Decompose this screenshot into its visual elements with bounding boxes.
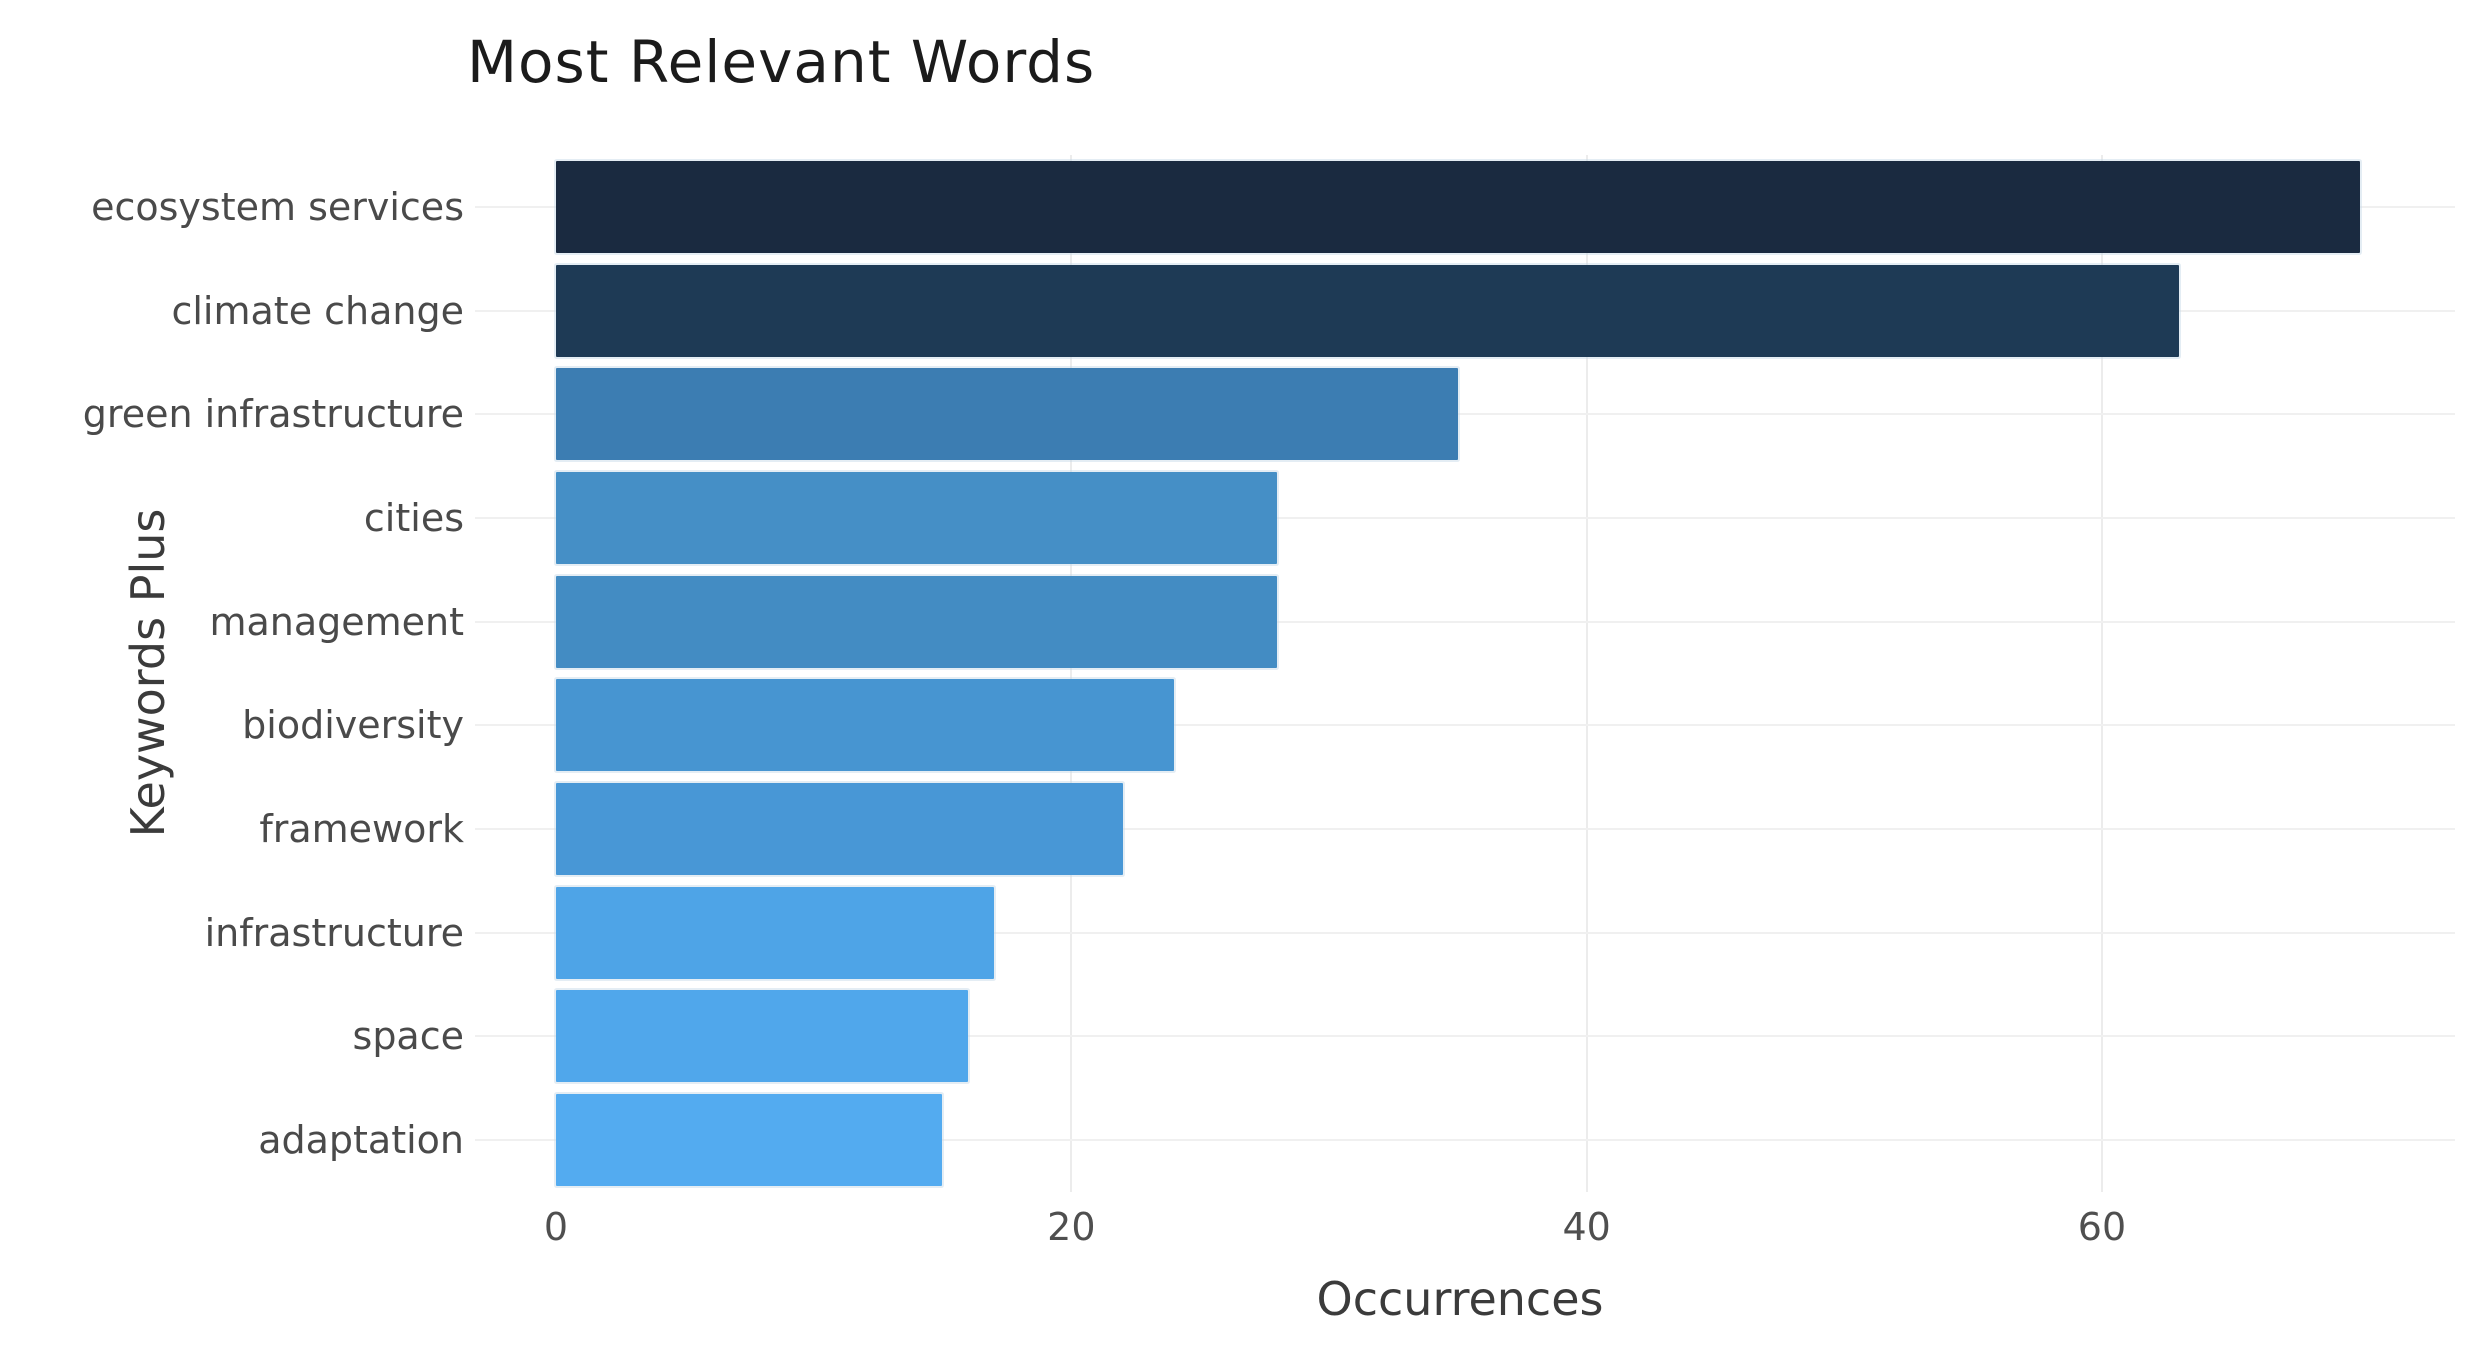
- bar-infrastructure[interactable]: [556, 887, 994, 979]
- bar-adaptation[interactable]: [556, 1094, 942, 1186]
- x-tick-label-40: 40: [1562, 1205, 1611, 1249]
- x-gridline-60: [2100, 155, 2103, 1192]
- y-tick-label-biodiversity: biodiversity: [242, 703, 464, 747]
- x-gridline-20: [1070, 155, 1073, 1192]
- y-tick-label-management: management: [209, 600, 464, 644]
- x-tick-label-20: 20: [1047, 1205, 1096, 1249]
- y-tick-label-green-infrastructure: green infrastructure: [82, 392, 464, 436]
- x-gridline-40: [1585, 155, 1588, 1192]
- plot-area: [556, 155, 2455, 1192]
- y-gridline: [475, 413, 2455, 416]
- y-gridline: [475, 1035, 2455, 1038]
- x-tick-label-60: 60: [2077, 1205, 2127, 1249]
- x-tick-label-0: 0: [543, 1205, 569, 1249]
- y-tick-label-framework: framework: [259, 807, 464, 851]
- bar-biodiversity[interactable]: [556, 679, 1174, 771]
- chart-title: Most Relevant Words: [467, 28, 1096, 96]
- y-tick-label-climate-change: climate change: [171, 289, 464, 333]
- bar-space[interactable]: [556, 990, 968, 1082]
- bar-green-infrastructure[interactable]: [556, 368, 1458, 460]
- y-gridline: [475, 828, 2455, 831]
- y-gridline: [475, 516, 2455, 519]
- bar-framework[interactable]: [556, 783, 1123, 875]
- y-gridline: [475, 620, 2455, 623]
- y-gridline: [475, 931, 2455, 934]
- y-tick-label-ecosystem-services: ecosystem services: [91, 185, 464, 229]
- y-tick-label-space: space: [352, 1014, 464, 1058]
- y-tick-label-infrastructure: infrastructure: [204, 911, 464, 955]
- bar-climate-change[interactable]: [556, 265, 2179, 357]
- y-axis-title: Keywords Plus: [121, 508, 175, 838]
- y-gridline: [475, 724, 2455, 727]
- y-tick-label-cities: cities: [363, 496, 464, 540]
- y-gridline: [475, 1139, 2455, 1142]
- x-axis-title: Occurrences: [1316, 1272, 1604, 1326]
- bar-ecosystem-services[interactable]: [556, 161, 2360, 253]
- bar-cities[interactable]: [556, 472, 1277, 564]
- bar-management[interactable]: [556, 576, 1277, 668]
- y-tick-label-adaptation: adaptation: [258, 1118, 464, 1162]
